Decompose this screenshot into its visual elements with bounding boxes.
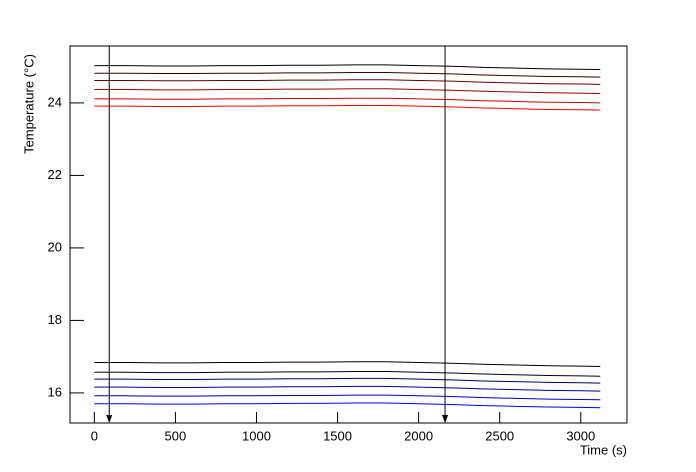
series-line: [94, 97, 601, 104]
y-axis-label: Temperature (°C): [21, 54, 36, 154]
series-line: [94, 64, 601, 71]
y-tick-label: 24: [48, 94, 62, 109]
series-line: [94, 88, 601, 94]
series-line: [94, 385, 601, 392]
x-axis-label: Time (s): [580, 442, 627, 457]
x-tick-label: 1500: [323, 428, 352, 443]
series-line: [94, 79, 601, 85]
series-line: [94, 402, 601, 409]
y-tick-label: 18: [48, 312, 62, 327]
x-tick-label: 500: [165, 428, 187, 443]
x-tick-label: 3000: [566, 428, 595, 443]
y-tick-label: 16: [48, 384, 62, 399]
y-tick-label: 22: [48, 167, 62, 182]
y-tick-label: 20: [48, 239, 62, 254]
x-tick-label: 2500: [485, 428, 514, 443]
series-line: [94, 394, 601, 401]
series-line: [94, 371, 601, 377]
x-tick-label: 2000: [404, 428, 433, 443]
series-line: [94, 377, 601, 384]
series-line: [94, 361, 601, 367]
x-tick-label: 1000: [242, 428, 271, 443]
marker-arrowhead: [442, 415, 449, 423]
series-line: [94, 71, 601, 78]
plot-frame: [69, 45, 628, 424]
marker-arrowhead: [106, 415, 113, 423]
series-line: [94, 104, 601, 111]
x-tick-label: 0: [91, 428, 98, 443]
